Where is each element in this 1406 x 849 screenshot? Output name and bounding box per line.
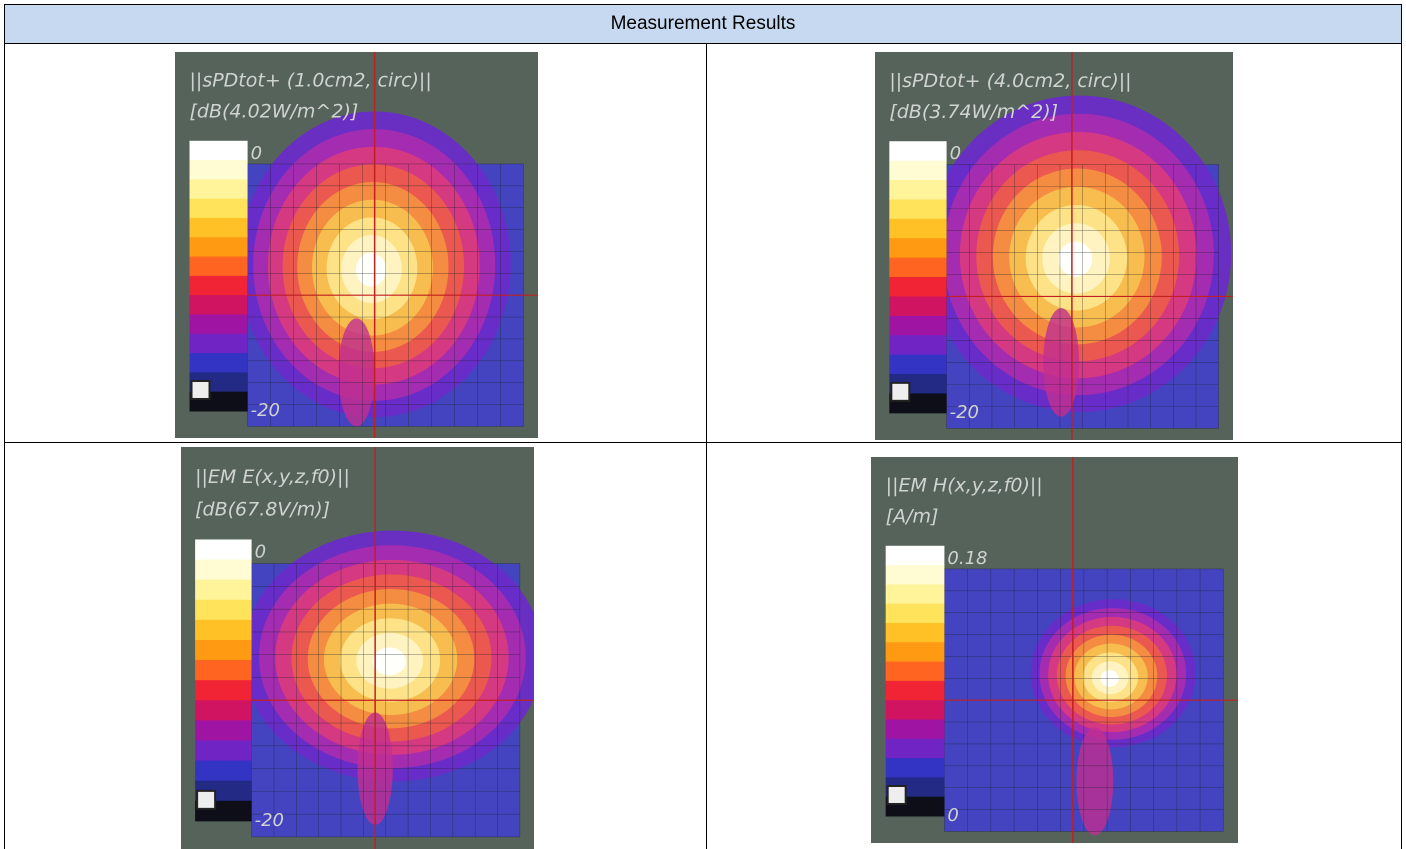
- table-header: Measurement Results: [4, 4, 1402, 44]
- colorbar-max: 0: [950, 143, 961, 164]
- colorbar-band: [189, 160, 248, 180]
- colorbar-band: [195, 619, 252, 641]
- colorbar-band: [889, 238, 947, 259]
- colorbar-band: [195, 579, 252, 601]
- colorbar-min: -20: [251, 400, 280, 421]
- colorbar-band: [889, 315, 947, 336]
- map-unit: [dB(67.8V/m)]: [195, 498, 330, 520]
- colorbar-band: [195, 599, 252, 621]
- colorbar-band: [885, 700, 945, 720]
- colorbar-min: 0: [947, 805, 958, 826]
- contour: [372, 647, 406, 676]
- colorbar-band: [889, 296, 947, 317]
- table-border: [4, 442, 1402, 443]
- map-unit: [dB(4.02W/m^2)]: [190, 101, 359, 123]
- contour: [338, 318, 375, 427]
- colorbar-band: [889, 180, 947, 200]
- colorbar-band: [885, 584, 945, 605]
- colorbar-band: [885, 738, 945, 759]
- colorbar-band: [195, 660, 252, 681]
- colorbar-min: -20: [950, 402, 979, 423]
- colorbar-band: [889, 257, 947, 278]
- colorbar-max: 0: [251, 143, 262, 164]
- colorbar-band: [189, 314, 248, 335]
- colorbar-band: [189, 295, 248, 315]
- field-map: ||EM E(x,y,z,f0)|| [dB(67.8V/m)] 0 -20: [181, 447, 534, 849]
- colorbar-max: 0.18: [947, 548, 987, 569]
- colorbar-band: [889, 218, 947, 239]
- contour: [355, 252, 387, 287]
- colorbar-band: [189, 217, 248, 238]
- colorbar-band: [889, 160, 947, 181]
- map-title: ||sPDtot+ (4.0cm2, circ)||: [889, 70, 1131, 92]
- map-unit: [dB(3.74W/m^2)]: [889, 101, 1058, 123]
- colorbar-band: [189, 353, 248, 373]
- colorbar-band: [195, 639, 252, 661]
- colorbar-min: -20: [255, 810, 284, 831]
- colorbar-band: [189, 179, 248, 200]
- colorbar-band: [889, 354, 947, 375]
- contour: [1058, 241, 1093, 277]
- colorbar-band: [195, 720, 252, 741]
- colorbar-band: [889, 335, 947, 356]
- map-title: ||EM E(x,y,z,f0)||: [195, 466, 350, 488]
- table-border: [4, 44, 5, 849]
- colorbar-band: [195, 700, 252, 721]
- map-title: ||EM H(x,y,z,f0)||: [886, 475, 1043, 497]
- map-title: ||sPDtot+ (1.0cm2, circ)||: [190, 70, 432, 92]
- field-map: ||sPDtot+ (1.0cm2, circ)|| [dB(4.02W/m^2)…: [175, 52, 538, 438]
- colorbar-band: [885, 758, 945, 778]
- colorbar-band: [195, 680, 252, 701]
- icon: [190, 379, 211, 400]
- colorbar-band: [189, 198, 248, 219]
- colorbar-band: [189, 140, 248, 161]
- colorbar-band: [195, 740, 252, 762]
- colorbar-band: [189, 333, 248, 354]
- contour: [1076, 727, 1114, 836]
- map-unit: [A/m]: [886, 506, 939, 528]
- colorbar-band: [885, 622, 945, 643]
- icon: [196, 789, 217, 810]
- colorbar-band: [195, 559, 252, 581]
- colorbar-band: [885, 719, 945, 740]
- colorbar-band: [885, 680, 945, 701]
- colorbar-band: [885, 603, 945, 624]
- colorbar-max: 0: [255, 541, 266, 562]
- colorbar-band: [889, 199, 947, 220]
- icon: [886, 784, 907, 805]
- icon: [890, 381, 911, 402]
- colorbar-band: [189, 256, 248, 277]
- colorbar-band: [189, 275, 248, 296]
- colorbar-band: [195, 760, 252, 782]
- field-map: ||EM H(x,y,z,f0)|| [A/m] 0.18 0: [871, 457, 1238, 843]
- colorbar-band: [889, 141, 947, 162]
- table-border: [706, 44, 707, 849]
- colorbar-band: [885, 545, 945, 566]
- field-map: ||sPDtot+ (4.0cm2, circ)|| [dB(3.74W/m^2)…: [875, 52, 1233, 440]
- colorbar-band: [195, 539, 252, 561]
- colorbar-band: [889, 277, 947, 297]
- colorbar-band: [885, 565, 945, 585]
- colorbar-band: [189, 237, 248, 258]
- colorbar-band: [885, 642, 945, 663]
- colorbar-band: [885, 661, 945, 682]
- table-border: [1401, 44, 1402, 849]
